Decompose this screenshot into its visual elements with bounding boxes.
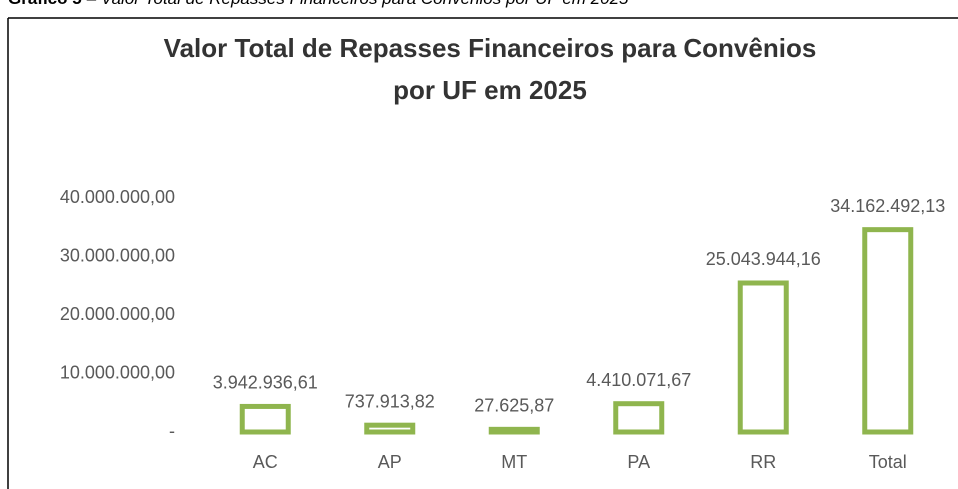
y-tick-label: 30.000.000,00 [60,245,175,265]
caption-label: Gráfico 5 [8,0,82,8]
x-tick-label: RR [750,452,776,472]
caption: Gráfico 5 – Valor Total de Repasses Finan… [8,0,629,8]
chart-title: por UF em 2025 [393,75,587,105]
data-label: 34.162.492,13 [830,196,945,216]
bar [613,401,665,435]
data-label: 4.410.071,67 [586,370,691,390]
x-tick-label: Total [869,452,907,472]
chart-title: Valor Total de Repasses Financeiros para… [164,33,817,63]
y-tick-label: 10.000.000,00 [60,362,175,382]
x-tick-label: AP [378,452,402,472]
data-label: 25.043.944,16 [706,249,821,269]
y-tick-label: 20.000.000,00 [60,304,175,324]
bar [488,426,540,435]
data-label: 27.625,87 [474,396,554,416]
data-label: 737.913,82 [345,391,435,411]
x-tick-label: MT [501,452,527,472]
bar [239,403,291,435]
x-tick-label: AC [253,452,278,472]
caption-text: – Valor Total de Repasses Financeiros pa… [86,0,629,8]
y-tick-label: - [169,421,175,441]
y-tick-label: 40.000.000,00 [60,187,175,207]
x-tick-label: PA [627,452,650,472]
bar [737,280,789,435]
bar [364,422,416,435]
bar [862,227,914,435]
data-label: 3.942.936,61 [213,373,318,393]
